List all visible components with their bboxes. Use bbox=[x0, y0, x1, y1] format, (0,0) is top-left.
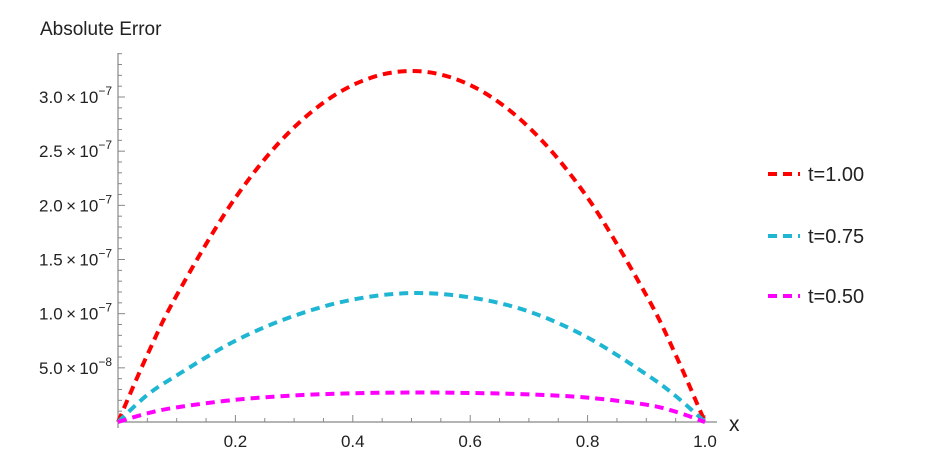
y-tick-label: 1.5 × 10−7 bbox=[39, 247, 112, 270]
y-tick-label: 2.0 × 10−7 bbox=[39, 192, 112, 215]
legend-label: t=1.00 bbox=[808, 164, 864, 186]
legend-label: t=0.50 bbox=[808, 286, 864, 308]
x-tick-label: 0.4 bbox=[341, 432, 365, 451]
series-line-t=0.50 bbox=[117, 390, 706, 424]
y-tick-label: 2.5 × 10−7 bbox=[39, 138, 112, 161]
legend: t=1.00 t=0.75 t=0.50 bbox=[768, 164, 864, 308]
y-axis-label: Absolute Error bbox=[40, 19, 162, 40]
series-line-t=1.00 bbox=[116, 69, 707, 423]
legend-label: t=0.75 bbox=[808, 226, 864, 248]
y-tick-label: 3.0 × 10−7 bbox=[39, 84, 112, 107]
axes: 0.2 0.4 0.6 0.8 1.0 5.0 × 10−8 1.0 × 10−7 1.5 ×… bbox=[39, 53, 717, 451]
y-tick-label: 5.0 × 10−8 bbox=[39, 355, 112, 378]
x-tick-label: 0.6 bbox=[458, 432, 482, 451]
series-line-t=0.75 bbox=[116, 291, 707, 424]
x-tick-label: 0.8 bbox=[576, 432, 600, 451]
series-group bbox=[116, 69, 707, 424]
x-axis-label: x bbox=[729, 413, 740, 436]
x-tick-label: 0.2 bbox=[224, 432, 248, 451]
y-tick-label: 1.0 × 10−7 bbox=[39, 301, 112, 324]
x-tick-label: 1.0 bbox=[693, 432, 717, 451]
